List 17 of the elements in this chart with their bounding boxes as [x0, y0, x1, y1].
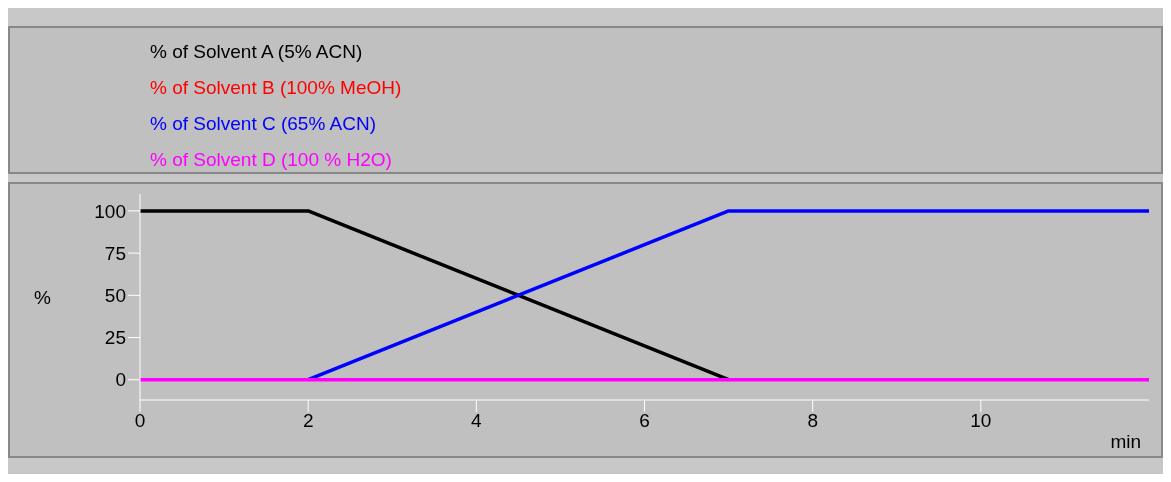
y-tick-label: 0 — [115, 369, 126, 391]
y-tick-label: 100 — [94, 200, 126, 222]
x-tick-label: 10 — [970, 410, 992, 432]
x-tick-label: 0 — [134, 410, 146, 432]
text: % of Solvent C (65% ACN) — [150, 112, 377, 136]
legend-label: % of Solvent B (100% MeOH) — [150, 76, 403, 100]
y-tick-label: 50 — [104, 285, 126, 307]
y-axis-title: % — [34, 286, 51, 308]
text: % of Solvent D (100 % H2O) — [150, 148, 393, 172]
x-axis-title: min — [1110, 431, 1141, 452]
y-tick-label: 25 — [104, 327, 126, 349]
x-tick-label: 2 — [302, 410, 314, 432]
x-tick-label: 4 — [471, 410, 483, 432]
text: % of Solvent A (5% ACN) — [150, 40, 364, 64]
y-tick-label: 75 — [104, 242, 126, 264]
x-tick-label: 8 — [807, 410, 818, 432]
x-tick-label: 6 — [639, 410, 650, 432]
